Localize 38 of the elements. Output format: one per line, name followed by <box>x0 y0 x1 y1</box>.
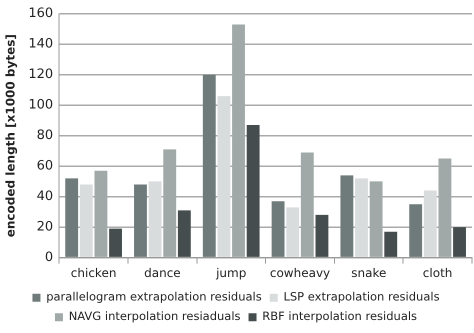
bar <box>340 175 354 257</box>
legend-label: RBF interpolation residuals <box>262 309 418 324</box>
x-tick-label: cloth <box>422 266 452 280</box>
x-tick-label: chicken <box>70 266 116 280</box>
y-tick-label: 40 <box>36 189 54 204</box>
bar <box>80 184 93 257</box>
legend-label: LSP extrapolation residuals <box>283 290 440 304</box>
y-tick-label: 100 <box>28 98 54 113</box>
bar <box>109 228 122 257</box>
bar <box>453 227 466 257</box>
bar <box>65 178 78 257</box>
x-tick-label: jump <box>215 266 246 280</box>
bar <box>409 204 422 257</box>
y-tick-label: 80 <box>36 128 54 144</box>
bar <box>355 178 368 257</box>
bar <box>286 207 300 257</box>
y-tick-label: 160 <box>28 6 54 22</box>
y-axis-title: encoded length [x1000 bytes] <box>3 34 18 238</box>
x-tick-label: dance <box>144 266 181 280</box>
bar <box>316 214 328 257</box>
bar <box>178 210 191 257</box>
bar <box>272 201 285 257</box>
bar <box>217 96 230 257</box>
y-tick-label: 0 <box>44 250 54 265</box>
bar <box>384 232 398 257</box>
y-tick-label: 60 <box>36 158 54 174</box>
bar <box>148 181 162 257</box>
bar <box>134 184 147 257</box>
y-tick-label: 20 <box>36 220 54 234</box>
legend-label: parallelogram extrapolation residuals <box>46 290 262 304</box>
legend-label: NAVG interpolation resiaduals <box>68 309 241 324</box>
bar <box>202 74 216 257</box>
bar <box>424 190 437 257</box>
x-tick-label: cowheavy <box>270 266 330 280</box>
y-tick-label: 120 <box>28 67 54 82</box>
x-tick-label: snake <box>351 266 386 280</box>
bar <box>246 125 260 257</box>
y-tick-label: 140 <box>28 36 54 52</box>
